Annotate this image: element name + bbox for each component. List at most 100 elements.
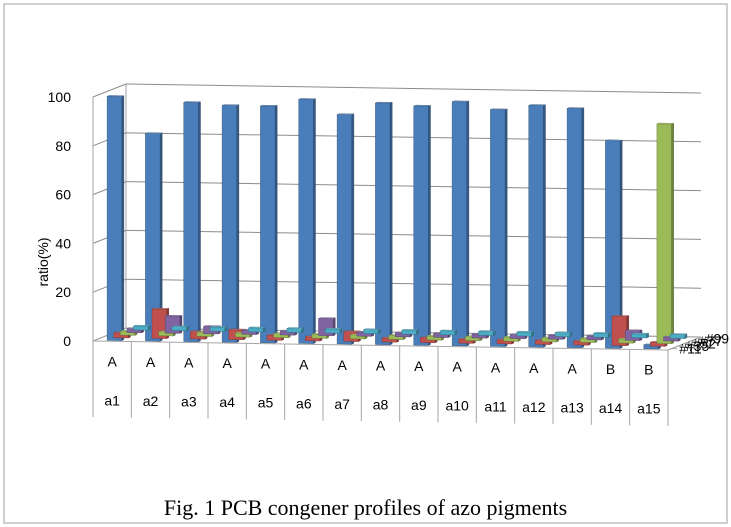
bar-s99-a13 bbox=[593, 332, 611, 338]
category-label: a5 bbox=[258, 395, 274, 411]
bar-side-face bbox=[543, 104, 546, 348]
bar-side-face bbox=[504, 108, 508, 347]
bar-top-face bbox=[567, 107, 584, 109]
side-gridline bbox=[92, 83, 127, 98]
bar-top-face bbox=[337, 113, 354, 116]
bar-s11-a4 bbox=[221, 104, 240, 343]
category-group-label: A bbox=[452, 359, 462, 375]
bar-s99-a6 bbox=[324, 327, 343, 334]
bar-side-face bbox=[198, 101, 201, 343]
y-tick-label: 20 bbox=[55, 284, 71, 300]
series-label-s99: #99 bbox=[706, 330, 730, 346]
bar-s11-a1 bbox=[106, 95, 125, 341]
bar-top-face bbox=[452, 100, 469, 103]
category-group-label: A bbox=[107, 353, 117, 369]
bar-top-face bbox=[133, 324, 151, 327]
bar-s99-a2 bbox=[171, 325, 189, 332]
bar-s11-a10 bbox=[451, 100, 470, 347]
y-axis-label: ratio(%) bbox=[35, 237, 51, 286]
category-group-label: A bbox=[376, 358, 386, 374]
category-group-label: A bbox=[567, 361, 577, 377]
category-group-label: A bbox=[222, 355, 232, 371]
bar-side-face bbox=[466, 100, 470, 347]
category-label: a10 bbox=[445, 398, 469, 414]
bar-s11-a5 bbox=[260, 104, 278, 344]
bar-front-face bbox=[133, 325, 149, 331]
bar-top-face bbox=[555, 331, 572, 334]
bar-s11-a2 bbox=[145, 132, 163, 342]
bar-s11-a14 bbox=[605, 139, 623, 349]
bar-s99-a10 bbox=[478, 330, 496, 336]
category-label: a9 bbox=[411, 397, 427, 413]
category-label: a7 bbox=[334, 396, 350, 412]
bar-s11-a12 bbox=[528, 104, 546, 348]
bar-front-face bbox=[516, 331, 532, 337]
bar-s99-a8 bbox=[401, 329, 419, 335]
category-label: a13 bbox=[560, 400, 584, 416]
bar-s99-a11 bbox=[516, 330, 534, 337]
bar-front-face bbox=[248, 327, 264, 333]
category-group-label: B bbox=[606, 361, 615, 377]
bar-front-face bbox=[656, 123, 672, 345]
bar-side-face bbox=[274, 105, 278, 344]
bar-top-face bbox=[631, 332, 649, 335]
bar-front-face bbox=[375, 102, 391, 346]
category-group-label: A bbox=[491, 359, 501, 375]
bar-s99-a12 bbox=[554, 331, 573, 338]
bar-s99-a7 bbox=[363, 328, 381, 335]
series-label-s52: #52 bbox=[693, 336, 717, 352]
bar-s11-a13 bbox=[566, 107, 585, 349]
bar-front-face bbox=[451, 101, 467, 347]
bar-s99-a3 bbox=[209, 326, 228, 332]
bar-top-face bbox=[670, 333, 687, 335]
bar-front-face bbox=[528, 105, 544, 348]
bar-s11-a8 bbox=[375, 101, 393, 346]
y-tick-label: 100 bbox=[48, 89, 72, 105]
bar-front-face bbox=[260, 105, 276, 344]
bar-s11-a7 bbox=[336, 113, 355, 345]
bar-top-face bbox=[611, 315, 629, 317]
y-tick-label: 40 bbox=[55, 235, 71, 251]
gridline bbox=[125, 83, 702, 94]
category-group-label: A bbox=[414, 358, 424, 374]
y-tick-label: 0 bbox=[63, 333, 71, 349]
category-label: a2 bbox=[143, 393, 159, 409]
bar-top-face bbox=[593, 332, 611, 334]
bar-s99-a15 bbox=[669, 333, 688, 339]
category-group-label: B bbox=[644, 362, 653, 378]
bar-s99-a9 bbox=[439, 329, 458, 336]
bar-top-face bbox=[222, 104, 239, 106]
bar-front-face bbox=[171, 326, 187, 332]
category-label: a3 bbox=[181, 394, 197, 410]
bar-front-face bbox=[363, 329, 379, 335]
category-group-label: A bbox=[299, 356, 309, 372]
bar-top-face bbox=[151, 307, 169, 310]
bar-s99-a14 bbox=[631, 332, 649, 339]
bar-top-face bbox=[490, 108, 508, 111]
bar-s11-a3 bbox=[183, 101, 201, 343]
bar-top-face bbox=[375, 101, 393, 104]
bar-front-face bbox=[566, 108, 582, 349]
category-label: a1 bbox=[104, 392, 120, 408]
y-tick-label: 60 bbox=[55, 187, 71, 203]
category-group-label: A bbox=[184, 355, 194, 371]
bar-side-face bbox=[671, 123, 674, 345]
bar-front-face bbox=[336, 114, 352, 345]
category-group-label: A bbox=[529, 360, 539, 376]
y-tick-label: 80 bbox=[55, 138, 71, 154]
bar-s11-a6 bbox=[298, 98, 316, 344]
bar-top-face bbox=[528, 104, 546, 106]
bar-top-face bbox=[625, 329, 643, 332]
bar-top-face bbox=[286, 327, 304, 329]
category-label: a6 bbox=[296, 395, 312, 411]
category-label: a15 bbox=[637, 401, 661, 417]
bar-top-face bbox=[516, 330, 534, 333]
bar-top-face bbox=[248, 326, 266, 329]
bar-front-face bbox=[183, 102, 199, 343]
bar-top-face bbox=[298, 98, 316, 100]
bar-s11-a9 bbox=[413, 104, 431, 346]
bar-front-face bbox=[554, 332, 570, 338]
series-label-s35: #35 bbox=[686, 338, 710, 354]
bar-front-face bbox=[439, 330, 455, 336]
